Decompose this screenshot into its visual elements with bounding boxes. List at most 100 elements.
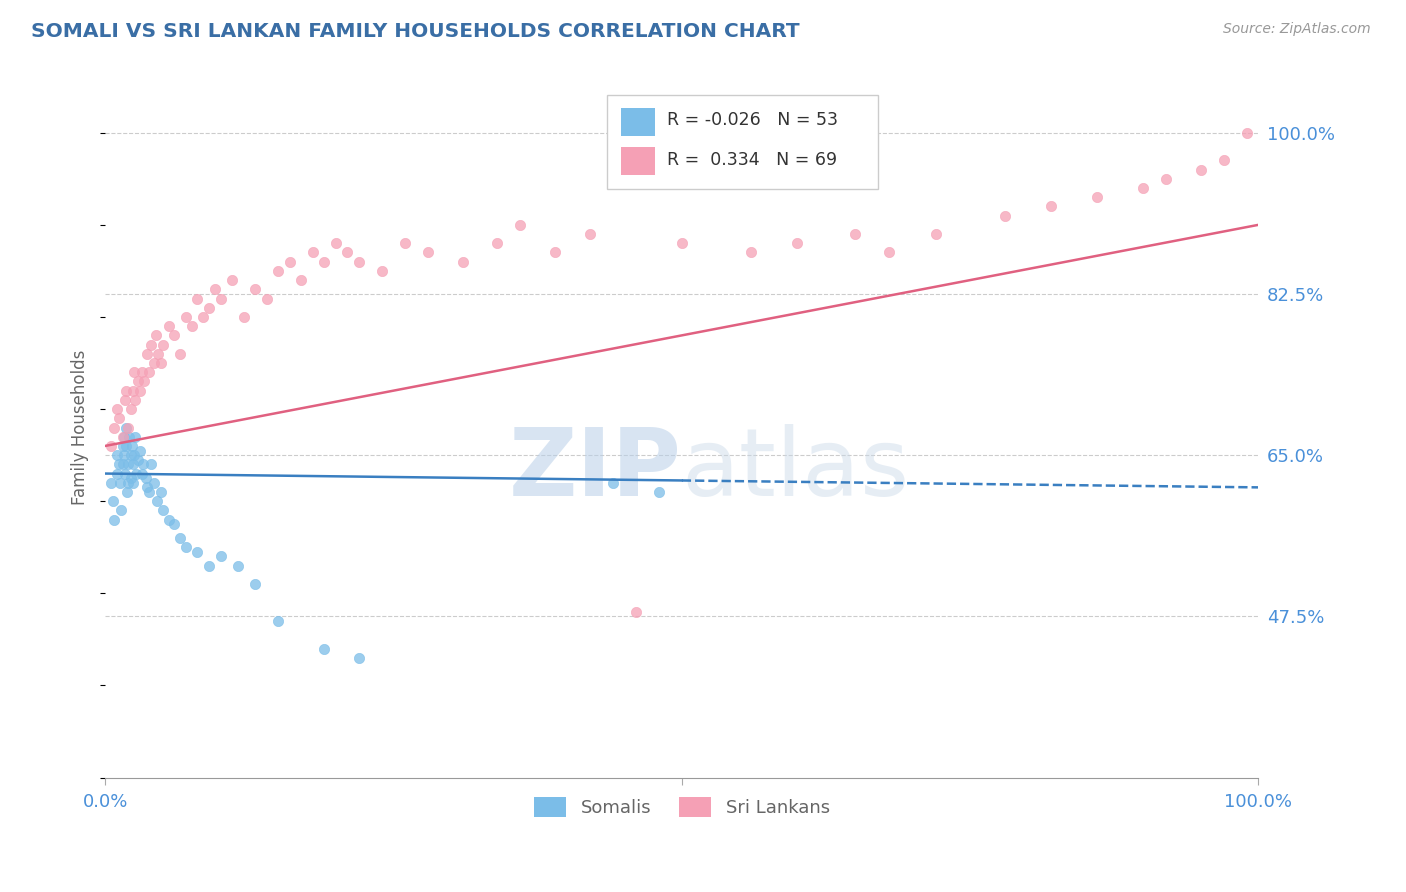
Point <box>112 430 135 444</box>
Point <box>108 475 131 490</box>
Point <box>135 480 157 494</box>
Point <box>416 245 439 260</box>
Point <box>624 605 647 619</box>
Point <box>142 475 165 490</box>
Point <box>146 494 169 508</box>
Point <box>163 328 186 343</box>
Point <box>169 531 191 545</box>
Point <box>314 641 336 656</box>
Point <box>138 365 160 379</box>
Point <box>157 513 180 527</box>
Point <box>204 282 226 296</box>
Point <box>108 458 131 472</box>
Point <box>152 337 174 351</box>
FancyBboxPatch shape <box>607 95 877 189</box>
Point <box>169 347 191 361</box>
Point <box>290 273 312 287</box>
Point <box>145 328 167 343</box>
Legend: Somalis, Sri Lankans: Somalis, Sri Lankans <box>527 790 837 824</box>
Point <box>114 392 136 407</box>
Point <box>121 439 143 453</box>
Point <box>267 614 290 628</box>
Text: SOMALI VS SRI LANKAN FAMILY HOUSEHOLDS CORRELATION CHART: SOMALI VS SRI LANKAN FAMILY HOUSEHOLDS C… <box>31 22 800 41</box>
Point <box>100 475 122 490</box>
Point <box>740 245 762 260</box>
Point <box>100 439 122 453</box>
Point <box>103 420 125 434</box>
Point <box>131 467 153 481</box>
Point <box>180 319 202 334</box>
Point <box>256 292 278 306</box>
Point <box>135 347 157 361</box>
Point <box>301 245 323 260</box>
Point <box>1154 171 1177 186</box>
Point <box>243 577 266 591</box>
Point <box>786 236 808 251</box>
Point <box>131 365 153 379</box>
Point <box>122 384 145 398</box>
Point <box>198 301 221 315</box>
Point <box>149 356 172 370</box>
Point <box>186 292 208 306</box>
Point <box>149 485 172 500</box>
Point <box>152 503 174 517</box>
Point <box>141 337 163 351</box>
Point <box>122 448 145 462</box>
Point <box>128 443 150 458</box>
Point <box>221 273 243 287</box>
Bar <box>620 147 655 176</box>
Point <box>347 650 370 665</box>
Point <box>120 448 142 462</box>
Point <box>118 430 141 444</box>
Point <box>371 264 394 278</box>
Point <box>226 558 249 573</box>
Point <box>138 485 160 500</box>
Point <box>336 245 359 260</box>
Text: R = -0.026   N = 53: R = -0.026 N = 53 <box>666 112 838 129</box>
Point <box>124 430 146 444</box>
Point <box>115 384 138 398</box>
Y-axis label: Family Households: Family Households <box>72 350 89 505</box>
Text: Source: ZipAtlas.com: Source: ZipAtlas.com <box>1223 22 1371 37</box>
Point <box>163 517 186 532</box>
Point <box>128 384 150 398</box>
Point <box>186 545 208 559</box>
Point <box>157 319 180 334</box>
Point <box>103 513 125 527</box>
Point <box>141 458 163 472</box>
Point <box>1039 199 1062 213</box>
Point <box>193 310 215 324</box>
Point <box>486 236 509 251</box>
Text: atlas: atlas <box>682 424 910 516</box>
Point <box>112 448 135 462</box>
Point <box>122 475 145 490</box>
Point <box>844 227 866 241</box>
Point <box>120 402 142 417</box>
Point <box>108 411 131 425</box>
Point <box>142 356 165 370</box>
Point <box>671 236 693 251</box>
Point <box>1132 181 1154 195</box>
Text: R =  0.334   N = 69: R = 0.334 N = 69 <box>666 151 837 169</box>
Point <box>110 503 132 517</box>
Point <box>111 430 134 444</box>
Point <box>602 475 624 490</box>
Point <box>120 471 142 485</box>
Point <box>127 375 149 389</box>
Point <box>148 347 170 361</box>
Point <box>125 467 148 481</box>
Point <box>103 494 125 508</box>
Point <box>347 254 370 268</box>
Point <box>117 458 139 472</box>
Point <box>134 375 156 389</box>
Point <box>648 485 671 500</box>
Point <box>278 254 301 268</box>
Point <box>509 218 531 232</box>
Point <box>105 467 128 481</box>
Point <box>117 420 139 434</box>
Point <box>174 541 197 555</box>
Point <box>114 467 136 481</box>
Text: ZIP: ZIP <box>509 424 682 516</box>
Point <box>111 458 134 472</box>
Point <box>115 420 138 434</box>
